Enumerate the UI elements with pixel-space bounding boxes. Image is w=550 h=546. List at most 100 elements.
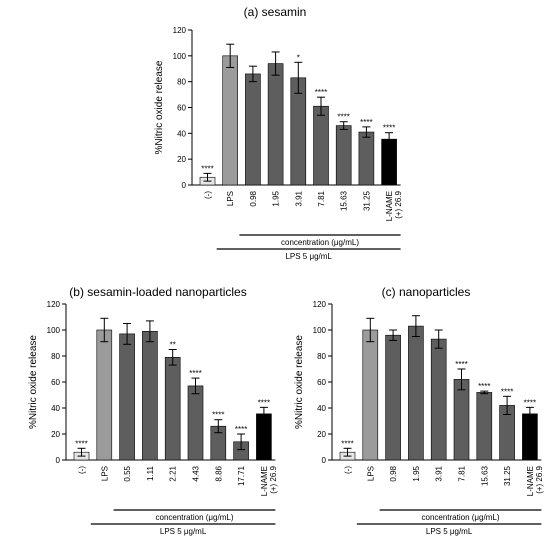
- category-label: 3.91: [294, 190, 303, 206]
- category-label-line: 1.95: [272, 190, 281, 206]
- category-label: 31.25: [362, 190, 371, 211]
- significance-mark: ****: [524, 398, 536, 407]
- category-label-line: 2.21: [169, 465, 178, 481]
- y-tick-label: 60: [317, 378, 326, 387]
- significance-mark: ****: [337, 113, 349, 122]
- category-label-line: L-NAME: [260, 466, 269, 496]
- category-label: 31.25: [503, 465, 512, 486]
- category-label-line: (+) 26.9: [269, 465, 278, 493]
- bar: [164, 356, 181, 461]
- chart-panel-2: (b) sesamin-loaded nanoparticles %Nitric …: [28, 285, 278, 536]
- y-tick-label: 120: [173, 26, 187, 35]
- category-label-line: 1.11: [146, 465, 155, 481]
- category-label-line: 3.91: [294, 190, 303, 206]
- bar: [476, 392, 493, 461]
- category-label: 3.91: [435, 465, 444, 481]
- category-label: 7.81: [458, 465, 467, 481]
- y-axis-label: %Nitric oxide release: [294, 335, 305, 429]
- category-label-line: (+) 26.9: [394, 190, 403, 218]
- chart-panel-3: (c) nanoparticles %Nitric oxide release 0 2…: [294, 285, 544, 536]
- category-label: 17.71: [237, 465, 246, 486]
- bar: [313, 105, 329, 186]
- y-tick-label: 0: [56, 456, 61, 465]
- category-label: 7.81: [317, 190, 326, 206]
- significance-mark: ****: [341, 439, 353, 448]
- chart-title: (c) nanoparticles: [382, 285, 471, 299]
- bar: [453, 379, 470, 461]
- y-tick-label: 80: [177, 78, 186, 87]
- category-label: 1.95: [272, 190, 281, 206]
- y-tick-label: 0: [322, 456, 327, 465]
- bar: [222, 55, 238, 186]
- category-label: LPS: [100, 466, 109, 481]
- category-label: 1.95: [412, 465, 421, 481]
- category-label-line: L-NAME: [385, 191, 394, 221]
- category-label-line: 0.98: [249, 190, 258, 206]
- y-tick-label: 120: [313, 300, 327, 309]
- category-label-line: 15.63: [480, 465, 489, 486]
- significance-mark: ****: [75, 439, 87, 448]
- bar: [290, 77, 307, 186]
- category-label: L-NAME(+) 26.9: [385, 190, 403, 221]
- lps-bracket-label: LPS 5 μg/mL: [426, 527, 473, 536]
- significance-mark: ****: [201, 164, 213, 173]
- category-label-line: 7.81: [317, 190, 326, 206]
- y-tick-label: 20: [317, 430, 326, 439]
- category-label-line: L-NAME: [526, 466, 535, 496]
- significance-mark: ****: [189, 369, 201, 378]
- significance-mark: ****: [478, 382, 490, 391]
- bar: [245, 73, 261, 186]
- category-label-line: 31.25: [362, 190, 371, 211]
- category-label: 15.63: [340, 190, 349, 211]
- significance-mark: ****: [501, 387, 513, 396]
- category-label-line: 0.55: [123, 465, 132, 481]
- category-label: 15.63: [480, 465, 489, 486]
- bar: [335, 125, 352, 186]
- y-tick-label: 0: [182, 181, 187, 190]
- bar: [267, 63, 284, 186]
- category-label-line: LPS: [366, 466, 375, 481]
- y-tick-label: 100: [47, 326, 61, 335]
- chart-title: (b) sesamin-loaded nanoparticles: [69, 285, 246, 299]
- bar: [430, 338, 447, 461]
- category-label-line: LPS: [226, 191, 235, 206]
- category-label: 0.98: [249, 190, 258, 206]
- category-label-line: (-): [344, 466, 353, 474]
- y-tick-label: 60: [177, 104, 186, 113]
- y-tick-label: 100: [313, 326, 327, 335]
- category-label-line: (-): [78, 466, 87, 474]
- significance-mark: **: [170, 341, 176, 350]
- y-tick-label: 100: [173, 52, 187, 61]
- category-label-line: 3.91: [435, 465, 444, 481]
- chart-title: (a) sesamin: [244, 5, 307, 19]
- category-label: 0.55: [123, 465, 132, 481]
- bar: [358, 131, 375, 186]
- bar: [408, 325, 424, 461]
- y-tick-label: 20: [177, 155, 186, 164]
- category-label: L-NAME(+) 26.9: [526, 465, 544, 496]
- bar: [142, 330, 158, 461]
- lps-bracket-label: LPS 5 μg/mL: [285, 252, 332, 261]
- category-label-line: 15.63: [340, 190, 349, 211]
- bar: [96, 329, 113, 461]
- significance-mark: *: [297, 53, 300, 62]
- category-label-line: 4.43: [192, 465, 201, 481]
- category-label-line: 0.98: [389, 465, 398, 481]
- category-label-line: 1.95: [412, 465, 421, 481]
- category-label-line: (-): [204, 191, 213, 199]
- category-label: 2.21: [169, 465, 178, 481]
- concentration-bracket-label: concentration (μg/mL): [156, 513, 234, 522]
- category-label-line: 17.71: [237, 465, 246, 486]
- category-label-line: 31.25: [503, 465, 512, 486]
- significance-mark: ****: [383, 124, 395, 133]
- category-label-line: LPS: [100, 466, 109, 481]
- category-label: 4.43: [192, 465, 201, 481]
- y-tick-label: 40: [51, 404, 60, 413]
- y-tick-label: 40: [317, 404, 326, 413]
- y-tick-label: 80: [317, 352, 326, 361]
- bar: [362, 329, 379, 461]
- category-label: LPS: [366, 466, 375, 481]
- y-tick-label: 20: [51, 430, 60, 439]
- category-label-line: 8.86: [214, 465, 223, 481]
